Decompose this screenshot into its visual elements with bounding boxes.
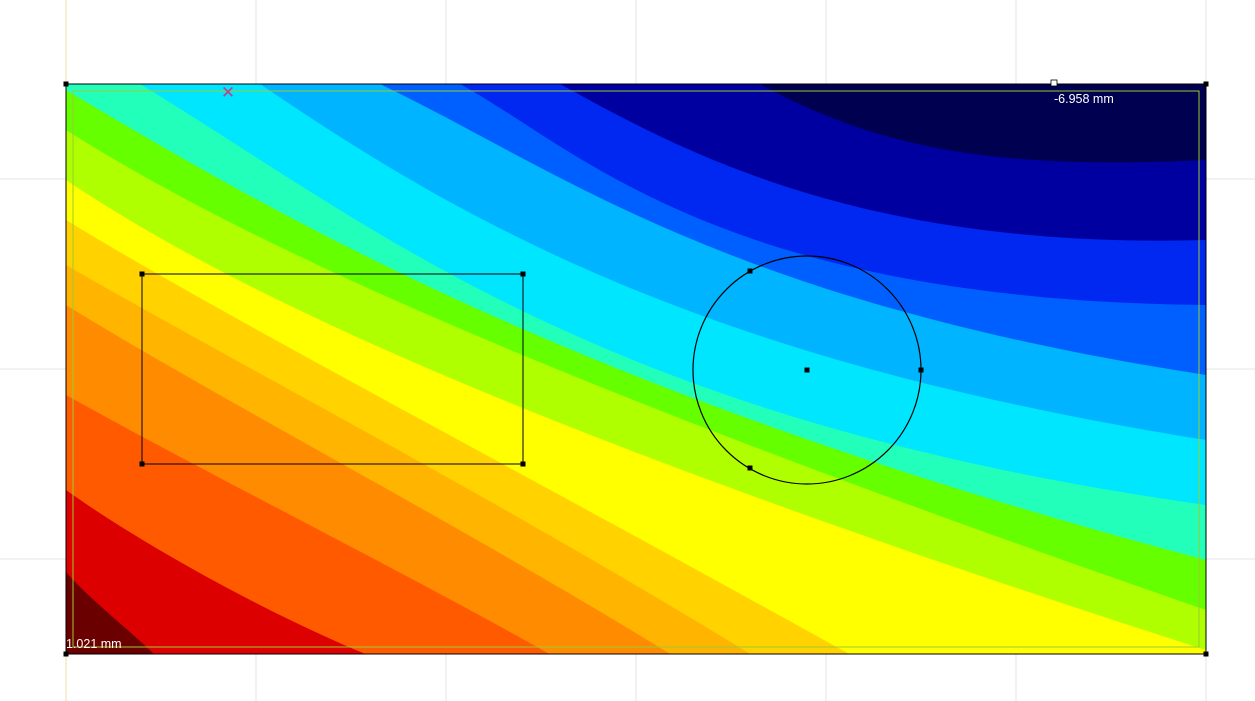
plate-corner-handle[interactable] [63,81,69,87]
plate-corner-handle[interactable] [63,651,69,657]
rectangle-handle[interactable] [520,271,526,277]
plate-boundary[interactable] [65,83,1207,655]
circle-handle[interactable] [747,465,753,471]
plate-handles[interactable] [63,81,1209,657]
contour-plot [66,84,1206,654]
cross-marker-icon[interactable]: ✕ [221,83,235,103]
plate-corner-handle[interactable] [1203,651,1209,657]
circle-handle[interactable] [747,268,753,274]
rectangle-handle[interactable] [139,271,145,277]
max-value-label: -6.958 mm [1054,92,1114,106]
rectangle-handle[interactable] [139,461,145,467]
contour-bands [66,84,1206,654]
min-value-label: 1.021 mm [66,637,122,651]
rectangle-shape[interactable] [139,271,526,467]
circle-shape[interactable] [692,255,924,485]
circle-handle[interactable] [918,367,924,373]
circle-center-handle[interactable] [804,367,810,373]
max-label-handle[interactable] [1050,79,1058,87]
plate-inner-outline [72,90,1200,648]
contour-band [66,490,366,654]
contour-band [66,572,154,654]
rectangle-outline[interactable] [141,273,524,465]
rectangle-handle[interactable] [520,461,526,467]
plate-corner-handle[interactable] [1203,81,1209,87]
